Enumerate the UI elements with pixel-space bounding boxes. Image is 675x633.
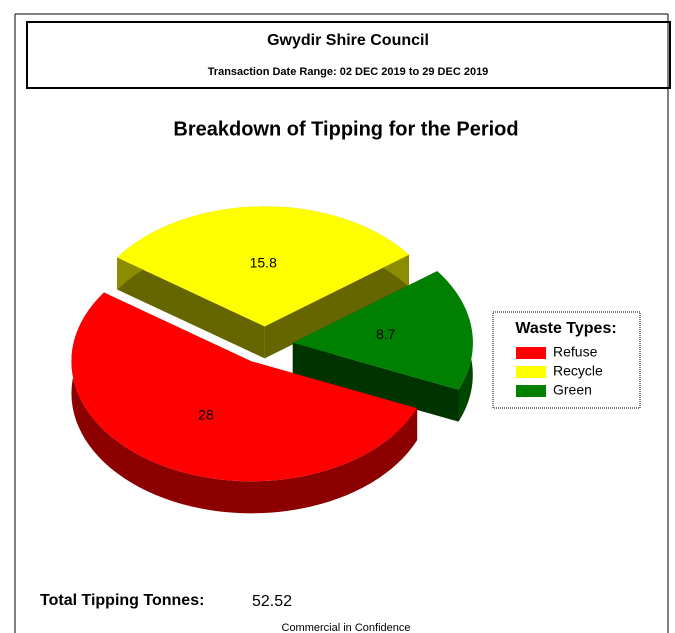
slice-side bbox=[117, 257, 265, 359]
slice bbox=[292, 271, 473, 390]
legend-swatch bbox=[516, 347, 546, 359]
data-label: 15.8 bbox=[250, 255, 277, 271]
chart-title: Breakdown of Tipping for the Period bbox=[173, 118, 518, 140]
data-label: 28 bbox=[198, 407, 214, 423]
header-box bbox=[26, 21, 671, 89]
legend-swatch bbox=[516, 366, 546, 378]
legend-label: Refuse bbox=[553, 344, 598, 360]
legend-label: Green bbox=[553, 382, 592, 398]
legend-label: Recycle bbox=[553, 363, 603, 379]
footer-note: Commercial in Confidence bbox=[282, 622, 411, 633]
header-subtitle: Transaction Date Range: 02 DEC 2019 to 2… bbox=[208, 66, 489, 78]
slice-side bbox=[292, 342, 459, 422]
legend-title: Waste Types: bbox=[515, 320, 616, 337]
legend-swatch bbox=[516, 385, 546, 397]
total-value: 52.52 bbox=[252, 593, 292, 610]
legend: Refuse Recycle Green bbox=[516, 344, 603, 398]
data-label: 8.7 bbox=[376, 326, 396, 342]
slice bbox=[117, 206, 409, 327]
slice bbox=[71, 292, 418, 482]
pie: 15.8 8.7 28 bbox=[71, 206, 473, 514]
total-label: Total Tipping Tonnes: bbox=[40, 592, 204, 609]
slice-side bbox=[264, 254, 409, 359]
header-title: Gwydir Shire Council bbox=[267, 32, 429, 49]
